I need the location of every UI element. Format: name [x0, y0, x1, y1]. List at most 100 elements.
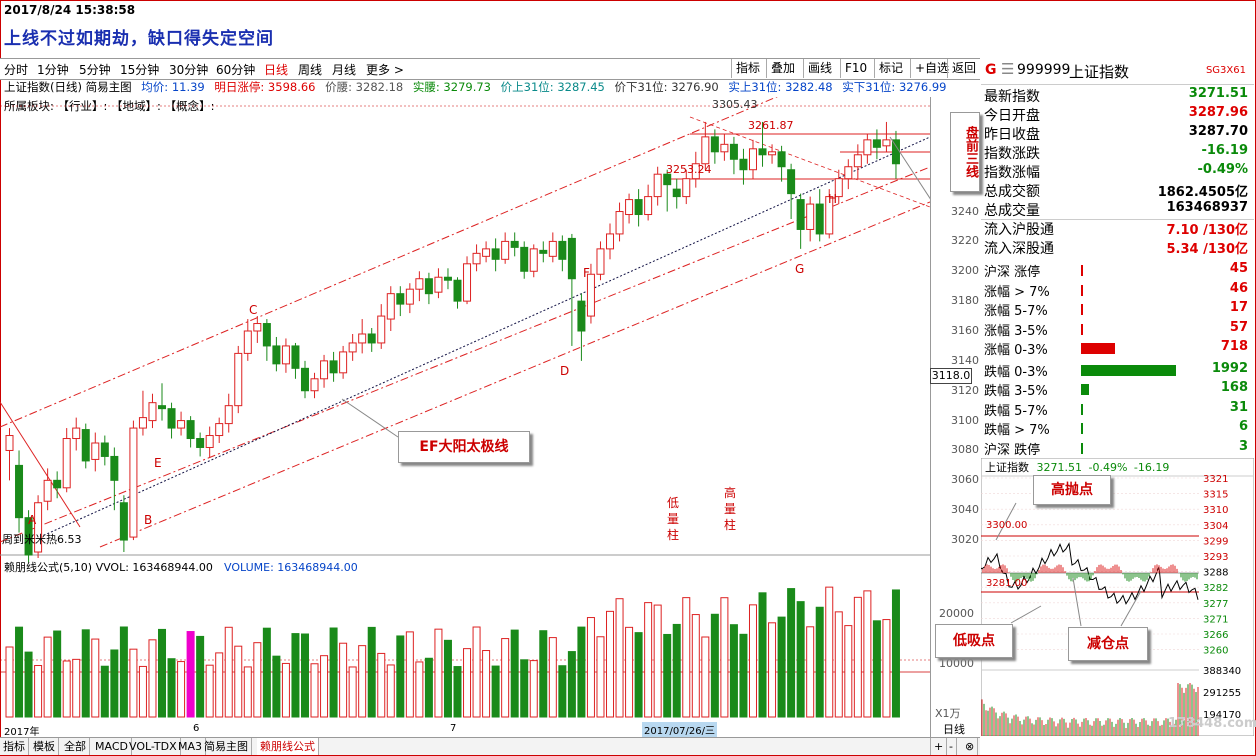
period-tab-week[interactable]: 周线: [298, 63, 323, 77]
settings-icon[interactable]: ⊗: [962, 738, 979, 755]
distribution-value: 31: [1229, 399, 1248, 415]
candle: [472, 244, 481, 272]
distribution-label: 涨幅 0-3%: [984, 343, 1048, 358]
period-tab-1min[interactable]: 1分钟: [37, 63, 69, 77]
volume-bar: [596, 636, 605, 718]
period-tab-day[interactable]: 日线: [264, 63, 289, 77]
intraday-mini-chart[interactable]: 3321 3315 3310 3304 3299 3293 3288 3282 3277 3271…: [981, 458, 1254, 736]
distribution-label: 涨幅 5-7%: [984, 304, 1048, 319]
candle: [377, 304, 386, 349]
toolbar-f10-button[interactable]: F10: [840, 59, 871, 78]
candle: [596, 241, 605, 281]
toolbar-add-fav-button[interactable]: +自选: [910, 59, 953, 78]
candle: [748, 139, 757, 179]
bottom-tab-ma3[interactable]: MA3: [175, 738, 207, 755]
bottom-tab-simple[interactable]: 简易主图: [201, 738, 252, 755]
candle: [110, 447, 119, 511]
mini-label: 上证指数: [985, 461, 1029, 474]
volume-bar: [720, 597, 729, 718]
quote-row: 总成交量 163468937: [981, 200, 1254, 220]
period-tab-60min[interactable]: 60分钟: [216, 63, 256, 77]
bottom-tab-vol[interactable]: VOL-TDX: [126, 738, 181, 755]
volume-bar: [701, 636, 710, 718]
volume-bar: [348, 666, 357, 718]
candle: [310, 372, 319, 399]
candle: [253, 316, 262, 343]
distribution-row: 涨幅 > 7% 46: [981, 281, 1254, 300]
bottom-tab-macd[interactable]: MACD: [92, 738, 132, 755]
volume-bar: [882, 619, 891, 718]
high-volume-label: 柱: [724, 517, 736, 532]
candle: [281, 338, 290, 373]
menu-icon[interactable]: ☰: [1001, 60, 1015, 78]
mini-tick: 3277: [1203, 599, 1228, 610]
toolbar-draw-button[interactable]: 画线: [803, 59, 836, 78]
label-3305: 3305.43: [712, 98, 758, 111]
distribution-label: 跌幅 > 7%: [984, 423, 1050, 438]
y-tick: 3240: [951, 204, 979, 218]
period-tab-15min[interactable]: 15分钟: [120, 63, 160, 77]
distribution-bar: [1081, 323, 1083, 335]
quote-row: 昨日收盘 3287.70: [981, 124, 1254, 143]
kline-chart[interactable]: 赖朋线公式(5,10) VVOL: 163468944.00 VOLUME: 16…: [0, 97, 930, 737]
y-tick: 3220: [951, 234, 979, 248]
avg-price: 均价: 11.39: [141, 80, 205, 94]
candle: [482, 241, 491, 263]
candle: [367, 328, 376, 352]
volume-bar: [872, 620, 881, 718]
quote-sub: SG3X61: [1205, 65, 1246, 76]
volume-bar: [262, 627, 271, 718]
distribution-value: 46: [1229, 280, 1248, 296]
volume-bar: [815, 606, 824, 718]
period-tab-fenshi[interactable]: 分时: [4, 63, 29, 77]
volume-bar: [443, 639, 452, 718]
volume-bar: [53, 630, 62, 718]
quote-row-value: 7.10 /130亿: [1166, 223, 1249, 238]
distribution-label: 跌幅 3-5%: [984, 384, 1048, 399]
price-lower: 价下31位: 3276.90: [614, 80, 719, 94]
toolbar-indicator-button[interactable]: 指标: [731, 59, 764, 78]
candle: [577, 293, 586, 361]
volume-bar: [529, 660, 538, 718]
toolbar-back-button[interactable]: 返回: [947, 59, 980, 78]
volume-bar: [100, 665, 109, 718]
candle: [443, 268, 452, 290]
callout-reduce: 减仓点: [1068, 627, 1148, 661]
candle: [158, 383, 167, 421]
candle: [834, 169, 843, 205]
bottom-tab-indicator[interactable]: 指标: [0, 738, 29, 755]
volume-bar: [539, 630, 548, 718]
volume-bar: [158, 628, 167, 718]
candle: [567, 233, 576, 346]
candle: [262, 319, 271, 361]
period-tab-more[interactable]: 更多 >: [366, 63, 404, 77]
distribution-row: 跌幅 0-3% 1992: [981, 361, 1254, 380]
mini-vol-tick: 291255: [1203, 688, 1241, 699]
bottom-tab-all[interactable]: 全部: [61, 738, 90, 755]
candle: [43, 468, 52, 511]
mini-diff: -16.19: [1133, 461, 1170, 474]
quote-row-label: 总成交量: [984, 203, 1040, 219]
toolbar-mark-button[interactable]: 标记: [874, 59, 907, 78]
volume-bar: [777, 616, 786, 718]
bottom-tab-template[interactable]: 模板: [30, 738, 59, 755]
point-c: C: [249, 303, 257, 317]
mini-tick: 3315: [1203, 490, 1228, 501]
candle: [348, 333, 357, 361]
volume-bar: [482, 650, 491, 718]
distribution-label: 涨幅 > 7%: [984, 284, 1050, 300]
period-tab-5min[interactable]: 5分钟: [79, 63, 111, 77]
zoom-out-button[interactable]: -: [946, 738, 957, 755]
volume-bar: [405, 631, 414, 718]
period-tab-month[interactable]: 月线: [332, 63, 357, 77]
candle: [424, 272, 433, 305]
volume-bar: [329, 627, 338, 718]
bottom-tab-formula[interactable]: 赖朋线公式: [257, 738, 319, 755]
y-tick: 3160: [951, 324, 979, 337]
zoom-in-button[interactable]: +: [930, 738, 948, 755]
chart-name: 上证指数(日线) 简易主图: [4, 80, 132, 94]
toolbar-overlay-button[interactable]: 叠加: [766, 59, 799, 78]
period-tab-30min[interactable]: 30分钟: [169, 63, 209, 77]
volume-bar: [424, 657, 433, 718]
quote-row-label: 昨日收盘: [984, 127, 1040, 143]
